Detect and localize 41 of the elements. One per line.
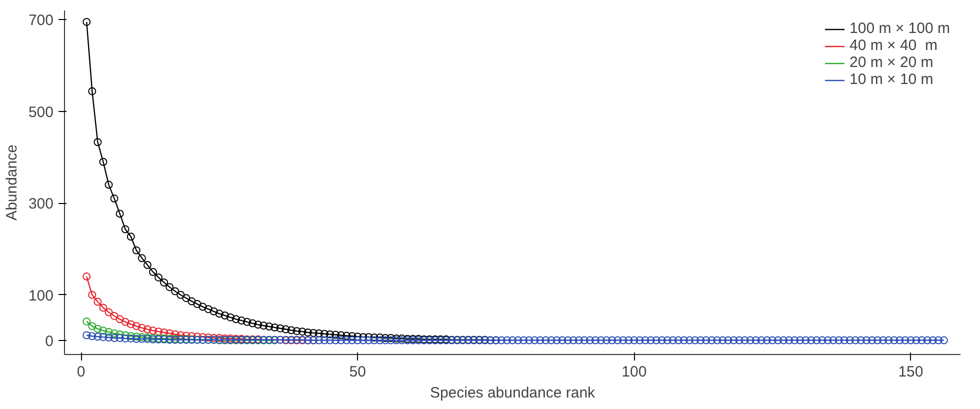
point	[121, 318, 130, 326]
legend-label: 20 m × 20 m	[850, 54, 934, 71]
y-tick-label: 300	[28, 196, 54, 213]
y-tick-label: 100	[28, 287, 54, 304]
point	[138, 324, 146, 332]
point	[110, 312, 118, 320]
point	[154, 328, 163, 336]
point	[94, 298, 102, 306]
point	[171, 330, 180, 338]
point	[143, 325, 152, 334]
legend-label: 100 m × 100 m	[850, 20, 950, 37]
point	[116, 315, 124, 324]
point	[104, 308, 113, 316]
point	[126, 320, 135, 328]
x-tick-label: 100	[622, 364, 647, 380]
point	[198, 333, 207, 342]
point	[88, 322, 96, 330]
legend-label: 10 m × 10 m	[850, 71, 934, 88]
point	[82, 272, 91, 281]
point	[110, 329, 118, 338]
y-tick-label: 0	[45, 333, 54, 350]
point	[99, 304, 108, 312]
x-axis-title: Species abundance rank	[430, 384, 596, 402]
y-tick-label: 700	[28, 12, 54, 30]
point	[148, 326, 157, 335]
point	[104, 328, 113, 336]
point	[166, 329, 174, 338]
x-tick-label: 0	[76, 364, 86, 380]
point	[160, 328, 168, 336]
y-tick-label: 500	[28, 104, 54, 121]
point	[99, 326, 108, 335]
x-tick-label: 50	[349, 364, 366, 380]
point	[176, 331, 185, 340]
point	[82, 317, 91, 326]
point	[132, 322, 140, 330]
x-tick-label: 150	[898, 364, 924, 380]
point	[94, 324, 102, 333]
legend-label: 40 m × 40 m	[850, 37, 938, 54]
y-axis-title: Abundance	[3, 144, 20, 220]
point	[116, 330, 124, 338]
point	[88, 290, 96, 299]
